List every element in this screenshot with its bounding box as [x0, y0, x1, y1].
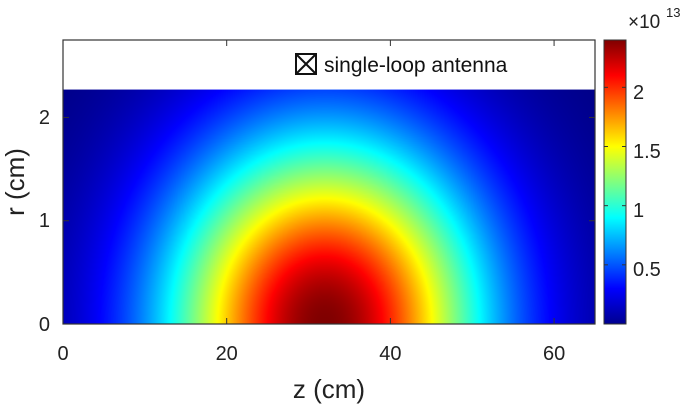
y-tick-marks — [63, 116, 595, 325]
x-tick-label-0: 0 — [57, 343, 68, 365]
heatmap-field — [63, 89, 595, 324]
colorbar-tick-label-0.5: 0.5 — [633, 259, 661, 281]
colorbar-tick-label-1.5: 1.5 — [633, 141, 661, 163]
colorbar-frame — [603, 39, 627, 325]
colorbar: 0.5 1 1.5 2 ×10 13 — [603, 5, 680, 325]
y-tick-label-2: 2 — [39, 107, 50, 129]
colorbar-multiplier-base: ×10 — [628, 12, 660, 33]
legend-label: single-loop antenna — [324, 54, 508, 77]
x-tick-marks — [62, 40, 555, 324]
y-tick-labels: 0 1 2 — [39, 107, 50, 336]
colorbar-multiplier-exponent: 13 — [666, 5, 680, 20]
plot-area: single-loop antenna — [62, 39, 596, 325]
x-tick-labels: 0 20 40 60 — [57, 343, 565, 365]
colorbar-tick-label-2: 2 — [633, 82, 644, 104]
y-tick-label-0: 0 — [39, 314, 50, 336]
colorbar-tick-label-1: 1 — [633, 200, 644, 222]
x-tick-label-20: 20 — [216, 343, 238, 365]
y-axis-label: r (cm) — [0, 148, 30, 216]
legend: single-loop antenna — [295, 53, 508, 77]
plot-frame — [62, 39, 596, 325]
x-tick-label-40: 40 — [379, 343, 401, 365]
colorbar-tick-marks — [604, 86, 626, 266]
x-axis-label: z (cm) — [293, 374, 365, 404]
x-tick-label-60: 60 — [543, 343, 565, 365]
legend-marker-cross-b — [295, 53, 317, 75]
colorbar-gradient — [604, 40, 626, 324]
y-tick-label-1: 1 — [39, 210, 50, 232]
